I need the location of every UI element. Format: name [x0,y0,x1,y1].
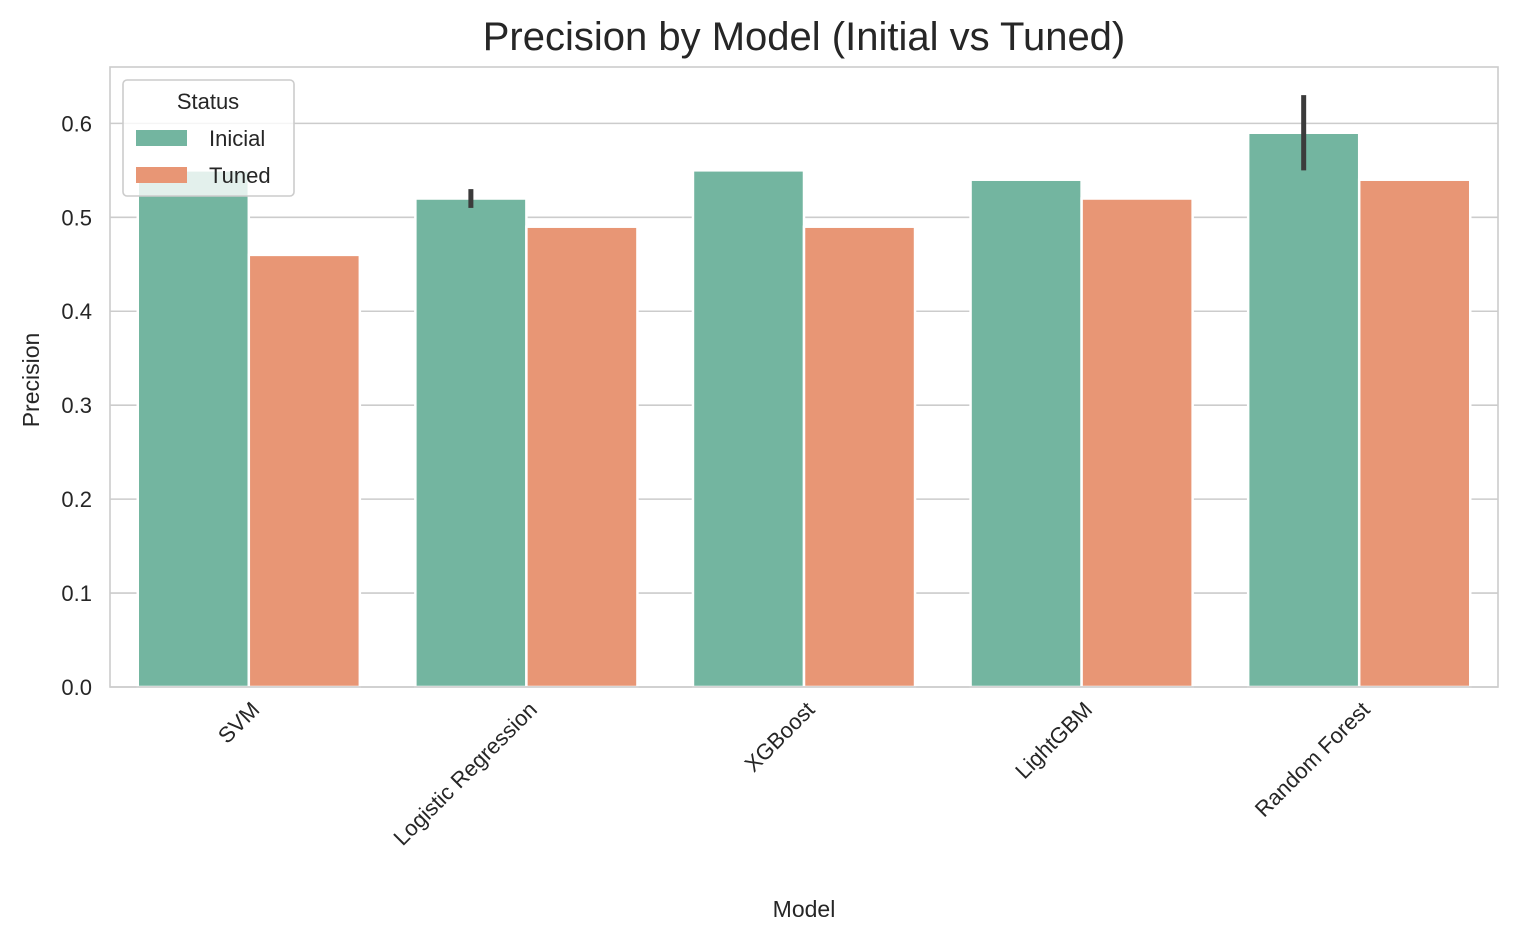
error-bars [468,95,1307,208]
x-tick-label-svm: SVM [213,697,264,748]
x-tick-label-xgboost: XGBoost [740,697,820,777]
y-tick-label: 0.5 [61,205,92,230]
x-axis-label: Model [773,896,836,922]
x-tick-label-lightgbm: LightGBM [1010,697,1097,784]
legend: Status Inicial Tuned [122,79,295,197]
chart-title: Precision by Model (Initial vs Tuned) [483,15,1126,59]
bar-inicial-random-forest [1246,131,1361,689]
bar-tuned-lightgbm [1080,197,1194,689]
bar-inicial-logistic-regression [414,197,528,689]
x-tick-label-logistic-regression: Logistic Regression [389,697,542,850]
plot-frame [109,66,1499,688]
bar-tuned-logistic-regression [525,225,639,689]
legend-swatch-inicial [136,130,187,146]
bar-tuned-random-forest [1357,178,1472,689]
legend-title: Status [177,89,239,114]
legend-label-tuned: Tuned [209,163,271,188]
y-tick-labels: 0.0 0.1 0.2 0.3 0.4 0.5 0.6 [61,111,92,700]
y-tick-label: 0.4 [61,299,92,324]
bar-inicial-svm [136,169,251,689]
legend-swatch-tuned [136,167,187,183]
y-axis-label: Precision [18,333,44,428]
y-tick-label: 0.6 [61,111,92,136]
bar-inicial-lightgbm [969,178,1083,689]
y-tick-label: 0.3 [61,393,92,418]
bar-tuned-xgboost [802,225,917,689]
y-tick-label: 0.2 [61,487,92,512]
bars [136,131,1472,689]
x-tick-labels: SVM Logistic Regression XGBoost LightGBM Ran… [213,697,1375,850]
bar-inicial-xgboost [691,169,806,689]
x-tick-label-random-forest: Random Forest [1250,697,1375,822]
y-tick-label: 0.1 [61,581,92,606]
legend-label-inicial: Inicial [209,126,265,151]
y-tick-label: 0.0 [61,675,92,700]
bar-tuned-svm [247,253,362,689]
